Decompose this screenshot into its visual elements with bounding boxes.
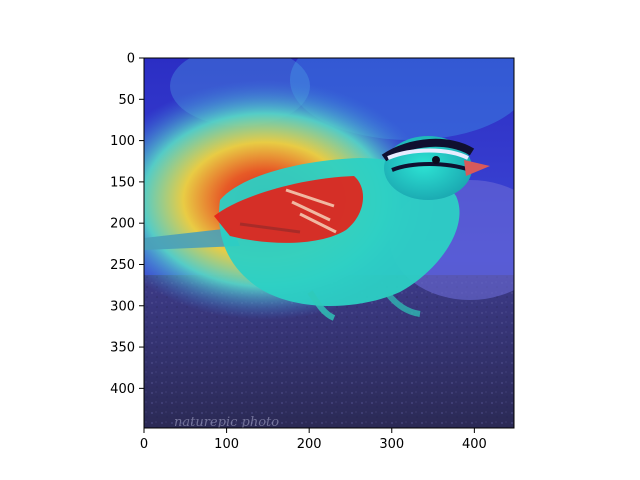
- y-tick-label: 350: [110, 341, 135, 356]
- x-tick-label: 300: [379, 437, 404, 452]
- watermark-text: naturepic photo: [174, 415, 279, 430]
- y-tick-label: 100: [110, 134, 135, 149]
- y-tick-label: 150: [110, 175, 135, 190]
- x-tick-label: 100: [214, 437, 239, 452]
- heatmap-image: naturepic photo: [144, 58, 514, 430]
- y-tick-label: 200: [110, 217, 135, 232]
- x-axis: 0 100 200 300 400: [140, 428, 487, 452]
- y-tick-label: 0: [127, 52, 135, 67]
- y-tick-label: 400: [110, 382, 135, 397]
- y-tick-label: 50: [118, 93, 135, 108]
- x-tick-label: 400: [462, 437, 487, 452]
- y-tick-label: 300: [110, 299, 135, 314]
- x-tick-label: 200: [297, 437, 322, 452]
- y-axis: 0 50 100 150 200 250 300 350 400: [110, 52, 144, 397]
- plot-frame: [143, 57, 515, 429]
- y-tick-label: 250: [110, 258, 135, 273]
- x-tick-label: 0: [140, 437, 148, 452]
